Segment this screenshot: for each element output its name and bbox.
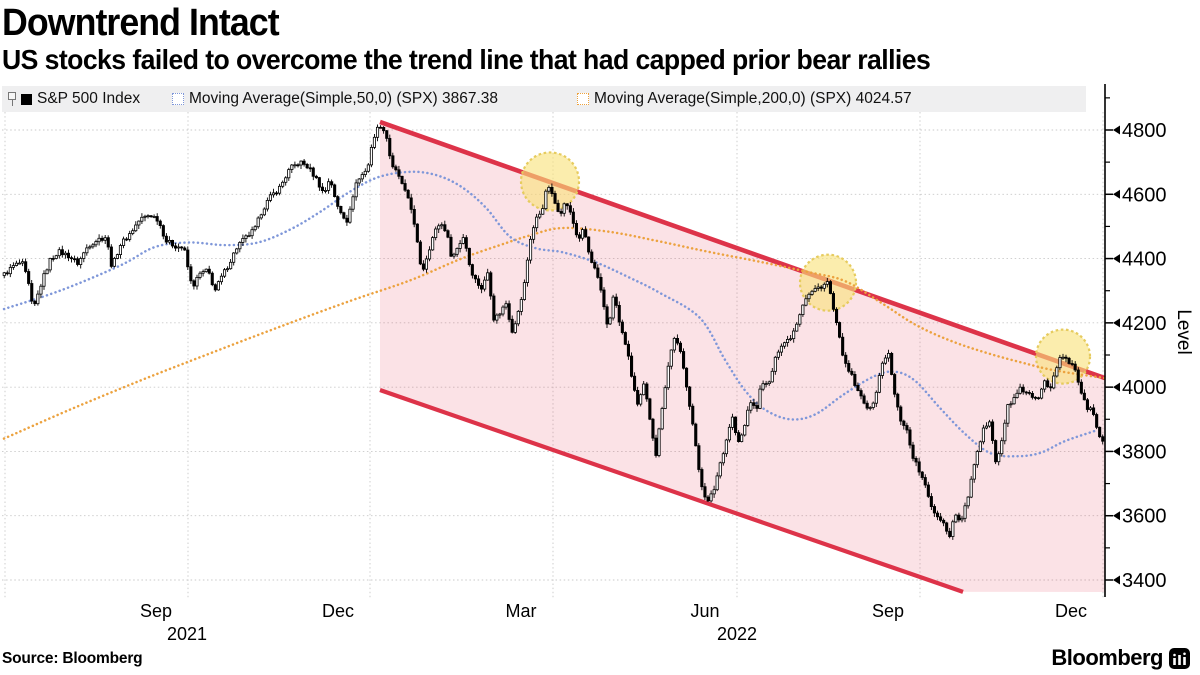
y-tick-arrow-icon (1113, 318, 1120, 328)
y-axis-tick-label: 4400 (1122, 249, 1167, 271)
legend-item-sp500: S&P 500 Index (8, 86, 140, 112)
bloomberg-terminal-icon (1169, 647, 1190, 669)
y-axis-tick-label: 3800 (1122, 441, 1167, 463)
legend-label-sp500: S&P 500 Index (37, 90, 141, 107)
y-tick-arrow-icon (1113, 511, 1120, 521)
y-axis-tick-label: 4600 (1122, 184, 1167, 206)
y-tick-arrow-icon (1113, 575, 1120, 585)
y-axis-title: Level (1173, 309, 1194, 354)
sp500-candlesticks (2, 124, 1105, 540)
x-axis: Sep Dec Mar Jun Sep Dec 2021 2022 (140, 601, 1087, 644)
ma50-swatch-icon (172, 93, 184, 105)
y-axis-tick-label: 4200 (1122, 313, 1167, 335)
highlight-circle (519, 151, 581, 212)
chart-title: Downtrend Intact (2, 2, 280, 44)
ma50-line (2, 170, 1100, 458)
y-tick-arrow-icon (1113, 382, 1120, 392)
y-axis-tick-label: 4800 (1122, 120, 1167, 142)
x-axis-tick-label: Mar (506, 601, 537, 621)
y-axis-tick-label: 4000 (1122, 377, 1167, 399)
x-axis-tick-label: Sep (140, 601, 172, 621)
gridlines (2, 112, 1105, 598)
source-attribution: Source: Bloomberg (2, 650, 143, 667)
y-tick-arrow-icon (1113, 189, 1120, 199)
sp500-swatch-icon (21, 93, 32, 105)
x-axis-tick-label: Dec (1055, 601, 1087, 621)
upper-trend-line (379, 119, 1106, 381)
bloomberg-logo: Bloomberg (1051, 645, 1190, 671)
x-axis-tick-label: Dec (322, 601, 354, 621)
legend-label-ma50: Moving Average(Simple,50,0) (SPX) 3867.3… (189, 90, 499, 107)
y-axis: 4800 4600 4400 4200 4000 3800 3600 3400 Level (1104, 84, 1194, 597)
legend-item-ma200: Moving Average(Simple,200,0) (SPX) 4024.… (577, 86, 912, 112)
x-axis-year-label: 2021 (167, 624, 207, 644)
x-axis-year-label: 2022 (717, 624, 757, 644)
y-axis-tick-label: 3400 (1122, 570, 1167, 592)
downtrend-channel-fill (380, 121, 1105, 592)
bloomberg-logo-text: Bloomberg (1051, 645, 1163, 670)
legend-item-ma50: Moving Average(Simple,50,0) (SPX) 3867.3… (172, 86, 498, 112)
lower-trend-line (379, 388, 964, 594)
legend-label-ma200: Moving Average(Simple,200,0) (SPX) 4024.… (594, 90, 912, 107)
pin-icon (8, 92, 17, 106)
ma200-swatch-icon (577, 93, 589, 105)
y-tick-arrow-icon (1113, 254, 1120, 264)
y-tick-arrow-icon (1113, 446, 1120, 456)
x-axis-tick-label: Jun (690, 601, 719, 621)
x-axis-tick-label: Sep (872, 601, 904, 621)
ma200-line (2, 226, 1107, 440)
y-tick-arrow-icon (1113, 125, 1120, 135)
y-axis-tick-label: 3600 (1122, 506, 1167, 528)
chart-subtitle: US stocks failed to overcome the trend l… (2, 44, 931, 75)
chart-legend: S&P 500 Index Moving Average(Simple,50,0… (2, 86, 1086, 112)
